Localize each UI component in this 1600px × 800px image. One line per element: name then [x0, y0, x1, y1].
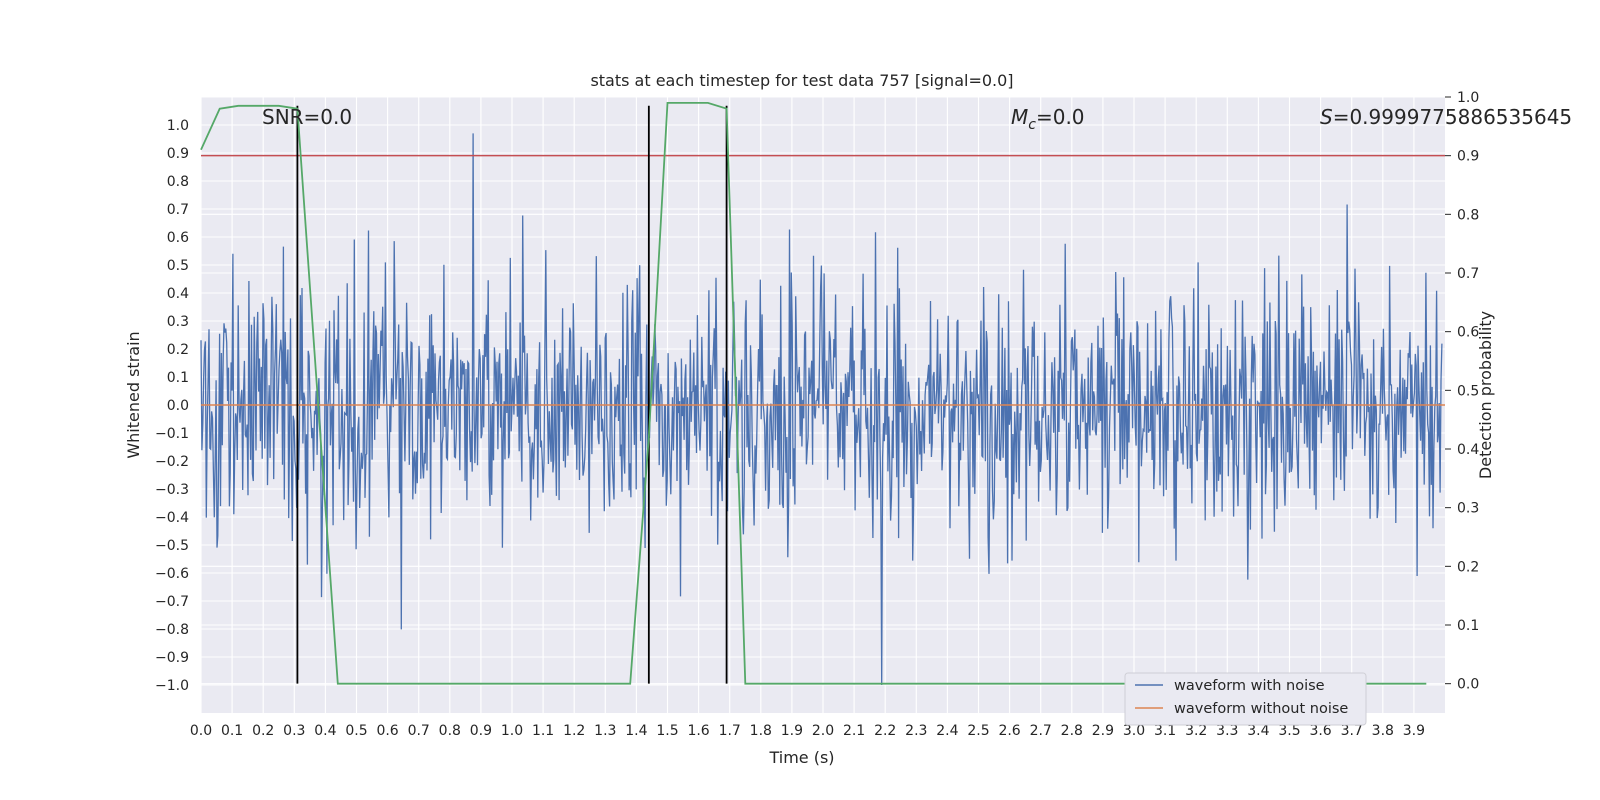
- x-tick-label: 0.3: [283, 723, 305, 739]
- y-tick-label-left: 0.5: [167, 258, 189, 274]
- legend-label-clean: waveform without noise: [1174, 701, 1348, 717]
- y-tick-label-left: 0.9: [167, 146, 189, 162]
- legend: waveform with noise waveform without noi…: [1124, 672, 1367, 726]
- x-tick-label: 0.0: [190, 723, 212, 739]
- x-tick-label: 3.6: [1309, 723, 1331, 739]
- x-tick-label: 2.0: [812, 723, 834, 739]
- snr-annotation: SNR=0.0: [262, 105, 352, 129]
- y-tick-label-left: −0.3: [155, 482, 189, 498]
- s-symbol: S: [1320, 105, 1333, 129]
- x-tick-label: 0.2: [252, 723, 274, 739]
- x-tick-label: 3.3: [1216, 723, 1238, 739]
- y-tick-label-right: 0.6: [1457, 325, 1479, 341]
- y-tick-label-left: −0.8: [155, 622, 189, 638]
- x-tick-label: 2.1: [843, 723, 865, 739]
- x-tick-label: 3.7: [1341, 723, 1363, 739]
- series-waveform-with-noise: [200, 133, 1443, 686]
- x-tick-label: 3.0: [1123, 723, 1145, 739]
- mc-value: =0.0: [1036, 105, 1085, 129]
- x-tick-label: 0.4: [314, 723, 336, 739]
- y-tick-label-right: 0.0: [1457, 677, 1479, 693]
- y-tick-label-left: −0.5: [155, 538, 189, 554]
- legend-label-noisy: waveform with noise: [1174, 678, 1325, 694]
- legend-box: [1124, 672, 1367, 726]
- x-tick-label: 1.7: [719, 723, 741, 739]
- y-tick-label-right: 0.4: [1457, 442, 1479, 458]
- x-tick-label: 2.7: [1030, 723, 1052, 739]
- y-tick-label-right: 0.3: [1457, 501, 1479, 517]
- x-tick-label: 1.6: [687, 723, 709, 739]
- y-tick-label-left: 0.4: [167, 286, 189, 302]
- y-tick-label-left: 0.0: [167, 398, 189, 414]
- y-tick-label-right: 0.1: [1457, 618, 1479, 634]
- y-tick-label-right: 0.9: [1457, 149, 1479, 165]
- y-tick-label-left: −0.1: [155, 426, 189, 442]
- y-tick-label-left: 0.2: [167, 342, 189, 358]
- x-tick-label: 3.8: [1372, 723, 1394, 739]
- x-tick-label: 0.5: [345, 723, 367, 739]
- y-tick-label-left: 0.7: [167, 202, 189, 218]
- y-tick-label-right: 0.8: [1457, 207, 1479, 223]
- x-tick-label: 0.8: [439, 723, 461, 739]
- x-tick-label: 3.4: [1247, 723, 1269, 739]
- y-tick-label-left: 0.3: [167, 314, 189, 330]
- y-tick-label-left: 0.1: [167, 370, 189, 386]
- x-tick-label: 1.4: [625, 723, 647, 739]
- x-tick-label: 2.9: [1092, 723, 1114, 739]
- y-tick-label-left: 0.8: [167, 174, 189, 190]
- x-axis-label: Time (s): [768, 748, 834, 767]
- y-axis-label-left: Whitened strain: [124, 331, 143, 458]
- y-tick-label-left: −0.9: [155, 650, 189, 666]
- mc-symbol: M: [1011, 105, 1028, 129]
- x-tick-label: 1.0: [501, 723, 523, 739]
- chart-title: stats at each timestep for test data 757…: [590, 71, 1013, 90]
- x-tick-label: 3.1: [1154, 723, 1176, 739]
- x-tick-label: 1.3: [594, 723, 616, 739]
- mc-subscript: c: [1028, 117, 1036, 133]
- series-detection-probability: [200, 102, 1427, 685]
- x-tick-label: 2.2: [874, 723, 896, 739]
- x-tick-label: 1.9: [781, 723, 803, 739]
- x-tick-label: 2.5: [967, 723, 989, 739]
- x-tick-label: 0.1: [221, 723, 243, 739]
- x-tick-label: 3.2: [1185, 723, 1207, 739]
- s-annotation: S=0.9999775886535645: [1320, 105, 1572, 129]
- s-value: =0.9999775886535645: [1333, 105, 1572, 129]
- x-tick-label: 1.2: [563, 723, 585, 739]
- x-tick-label: 1.1: [532, 723, 554, 739]
- x-tick-label: 2.6: [998, 723, 1020, 739]
- x-tick-label: 3.5: [1278, 723, 1300, 739]
- y-tick-label-left: 1.0: [167, 118, 189, 134]
- y-tick-label-right: 0.7: [1457, 266, 1479, 282]
- y-tick-label-right: 0.2: [1457, 559, 1479, 575]
- x-tick-label: 2.8: [1061, 723, 1083, 739]
- mc-annotation: Mc=0.0: [1011, 105, 1085, 133]
- x-tick-label: 0.6: [376, 723, 398, 739]
- x-tick-label: 1.8: [750, 723, 772, 739]
- x-tick-label: 2.3: [905, 723, 927, 739]
- y-tick-label-right: 1.0: [1457, 90, 1479, 106]
- y-tick-label-right: 0.5: [1457, 383, 1479, 399]
- y-tick-label-left: −0.4: [155, 510, 189, 526]
- y-tick-label-left: 0.6: [167, 230, 189, 246]
- y-tick-label-left: −0.6: [155, 566, 189, 582]
- x-tick-label: 0.9: [470, 723, 492, 739]
- x-tick-label: 2.4: [936, 723, 958, 739]
- y-tick-label-left: −0.7: [155, 594, 189, 610]
- y-axis-label-right: Detection probability: [1476, 311, 1495, 479]
- x-tick-label: 3.9: [1403, 723, 1425, 739]
- y-tick-label-left: −1.0: [155, 678, 189, 694]
- x-tick-label: 0.7: [408, 723, 430, 739]
- y-tick-label-left: −0.2: [155, 454, 189, 470]
- x-tick-label: 1.5: [656, 723, 678, 739]
